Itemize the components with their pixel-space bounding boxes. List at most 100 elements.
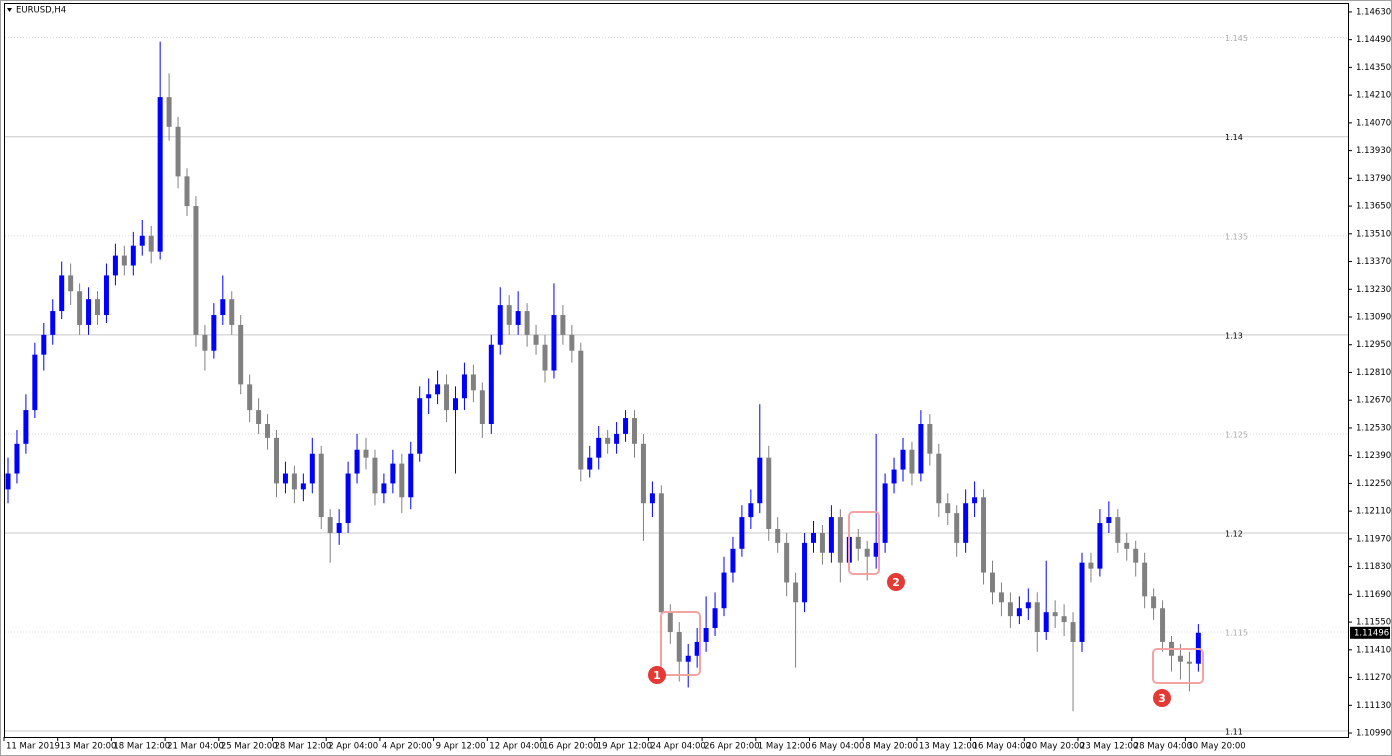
y-tick-label: 1.11970 — [1356, 534, 1391, 544]
y-tick-label: 1.11130 — [1356, 701, 1391, 711]
y-tick-label: 1.12670 — [1356, 396, 1391, 406]
candle-body — [327, 517, 333, 533]
candle-body — [837, 517, 843, 563]
candle-body — [667, 612, 673, 633]
candle-body — [1052, 612, 1058, 617]
chart-title: EURUSD,H4 — [16, 6, 66, 16]
level-label: 1.14 — [1225, 133, 1243, 142]
x-tick-label: 4 Apr 20:00 — [382, 742, 432, 752]
candle-body — [175, 126, 181, 177]
candle-body — [864, 548, 870, 557]
candle-body — [918, 423, 924, 474]
candle-body — [963, 503, 969, 543]
y-tick-label: 1.12110 — [1356, 507, 1391, 517]
x-tick-label: 28 Mar 12:00 — [275, 742, 332, 752]
badge-label: 3 — [1158, 692, 1166, 705]
level-label: 1.115 — [1225, 629, 1248, 638]
candle-body — [309, 453, 315, 484]
level-label: 1.11 — [1225, 728, 1243, 737]
candle-body — [193, 206, 199, 335]
candle-body — [685, 655, 691, 662]
grid: 1.145 1.14 1.135 1.13 1.125 1.12 1.115 1.11 — [5, 34, 1348, 737]
candle-body — [256, 410, 262, 424]
candle-body — [247, 384, 253, 411]
candle-body — [506, 305, 512, 325]
candle-body — [1115, 517, 1121, 543]
candle-body — [990, 572, 995, 593]
candle-body — [1007, 602, 1013, 617]
x-tick-label: 18 Mar 12:00 — [113, 742, 170, 752]
x-tick-label: 13 Mar 20:00 — [60, 742, 117, 752]
badge — [887, 573, 905, 591]
candle-body — [936, 453, 942, 504]
y-tick-label: 1.11410 — [1356, 645, 1391, 655]
candle-body — [855, 536, 861, 549]
level-label: 1.12 — [1225, 529, 1243, 538]
candle-body — [828, 517, 834, 553]
menu-arrow[interactable] — [7, 8, 12, 12]
candle-body — [560, 315, 566, 335]
candle-body — [819, 532, 825, 553]
candle-body — [1133, 548, 1139, 563]
candle-body — [1106, 517, 1112, 524]
candle-body — [784, 542, 790, 583]
candle-body — [148, 235, 154, 252]
candle-body — [336, 523, 342, 533]
candle-body — [873, 542, 879, 557]
axis: 1.146301.144901.143501.142101.140701.139… — [3, 7, 1391, 752]
x-tick-label: 21 Mar 04:00 — [167, 742, 224, 752]
candle-body — [130, 245, 136, 266]
x-tick-label: 30 May 20:00 — [1187, 742, 1245, 752]
candle-body — [282, 473, 288, 484]
candle-body — [435, 384, 441, 395]
candle-body — [981, 497, 987, 573]
candle-body — [23, 410, 29, 444]
candle-body — [139, 235, 145, 246]
candle-body — [1070, 622, 1076, 642]
candle-body — [5, 473, 11, 490]
y-tick-label: 1.12810 — [1356, 368, 1391, 378]
candle-body — [202, 334, 208, 351]
candle-body — [649, 493, 655, 504]
candle-body — [802, 542, 808, 603]
candle-body — [184, 176, 190, 207]
y-tick-label: 1.11690 — [1356, 590, 1391, 600]
annotation-1: 1 — [648, 611, 701, 684]
y-tick-label: 1.11550 — [1356, 618, 1391, 628]
y-tick-label: 1.12390 — [1356, 451, 1391, 461]
candle-body — [238, 324, 244, 385]
y-tick-label: 1.10990 — [1356, 729, 1391, 739]
y-tick-label: 1.13370 — [1356, 257, 1391, 267]
y-tick-label: 1.13930 — [1356, 146, 1391, 156]
candle-body — [1151, 596, 1157, 609]
candle-body — [551, 315, 557, 371]
candle-body — [632, 418, 637, 444]
candle-body — [676, 632, 682, 662]
y-tick-label: 1.14070 — [1356, 118, 1391, 128]
candle-body — [891, 469, 897, 484]
badge-label: 1 — [653, 669, 661, 682]
candle-body — [614, 433, 620, 444]
candle-body — [1160, 608, 1166, 642]
candle-body — [998, 592, 1004, 603]
candle-body — [793, 582, 799, 603]
candle-body — [1124, 542, 1130, 549]
x-tick-label: 26 Apr 20:00 — [704, 742, 759, 752]
highlight-box — [660, 611, 701, 676]
candle-body — [488, 344, 494, 424]
y-tick-label: 1.12530 — [1356, 423, 1391, 433]
badge-label: 2 — [892, 576, 900, 589]
y-tick-label: 1.13650 — [1356, 202, 1391, 212]
candle-body — [605, 437, 611, 444]
candle-body — [68, 275, 74, 292]
candle-body — [41, 334, 47, 355]
y-tick-label: 1.13510 — [1356, 229, 1391, 239]
candle-body — [86, 299, 92, 325]
candle-body — [640, 443, 646, 504]
candle-body — [211, 315, 217, 351]
x-tick-label: 23 May 12:00 — [1080, 742, 1138, 752]
x-tick-label: 16 Apr 20:00 — [543, 742, 598, 752]
candle-body — [461, 374, 467, 399]
